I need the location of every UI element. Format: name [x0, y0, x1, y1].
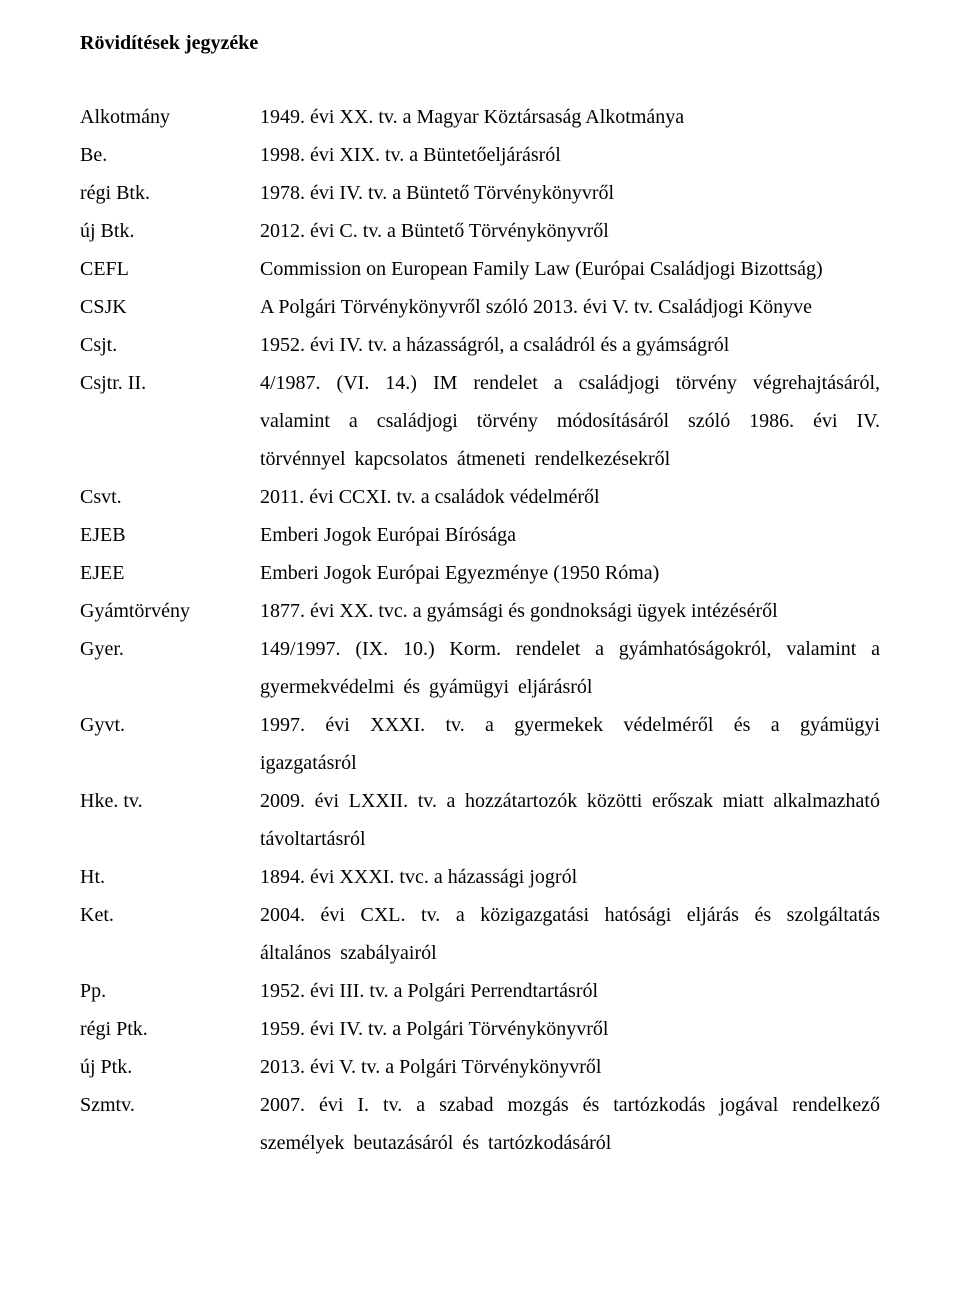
list-item: Alkotmány1949. évi XX. tv. a Magyar Közt…	[80, 98, 880, 136]
abbreviation-definition: 1894. évi XXXI. tvc. a házassági jogról	[260, 858, 880, 896]
abbreviation-term: régi Ptk.	[80, 1010, 260, 1048]
abbreviation-definition: 1998. évi XIX. tv. a Büntetőeljárásról	[260, 136, 880, 174]
list-item: új Ptk.2013. évi V. tv. a Polgári Törvén…	[80, 1048, 880, 1086]
page-title: Rövidítések jegyzéke	[80, 24, 880, 62]
abbreviation-definition: 2011. évi CCXI. tv. a családok védelmérő…	[260, 478, 880, 516]
abbreviation-term: Hke. tv.	[80, 782, 260, 820]
abbreviation-term: EJEB	[80, 516, 260, 554]
abbreviation-term: Szmtv.	[80, 1086, 260, 1124]
abbreviation-term: EJEE	[80, 554, 260, 592]
abbreviation-term: Csvt.	[80, 478, 260, 516]
abbreviation-term: Pp.	[80, 972, 260, 1010]
abbreviation-definition: Emberi Jogok Európai Egyezménye (1950 Ró…	[260, 554, 880, 592]
abbreviation-definition: 2007. évi I. tv. a szabad mozgás és tart…	[260, 1086, 880, 1162]
list-item: Csjtr. II.4/1987. (VI. 14.) IM rendelet …	[80, 364, 880, 478]
list-item: Pp.1952. évi III. tv. a Polgári Perrendt…	[80, 972, 880, 1010]
abbreviation-definition: Emberi Jogok Európai Bírósága	[260, 516, 880, 554]
abbreviation-definition: 149/1997. (IX. 10.) Korm. rendelet a gyá…	[260, 630, 880, 706]
abbreviation-term: régi Btk.	[80, 174, 260, 212]
list-item: Gyer.149/1997. (IX. 10.) Korm. rendelet …	[80, 630, 880, 706]
abbreviation-definition: 2009. évi LXXII. tv. a hozzátartozók köz…	[260, 782, 880, 858]
abbreviation-term: CEFL	[80, 250, 260, 288]
list-item: EJEBEmberi Jogok Európai Bírósága	[80, 516, 880, 554]
abbreviation-definition: 4/1987. (VI. 14.) IM rendelet a családjo…	[260, 364, 880, 478]
list-item: Csjt.1952. évi IV. tv. a házasságról, a …	[80, 326, 880, 364]
abbreviation-term: Ht.	[80, 858, 260, 896]
abbreviation-definition: 1997. évi XXXI. tv. a gyermekek védelmér…	[260, 706, 880, 782]
abbreviation-term: Csjt.	[80, 326, 260, 364]
abbreviation-term: új Btk.	[80, 212, 260, 250]
list-item: CEFLCommission on European Family Law (E…	[80, 250, 880, 288]
list-item: Szmtv.2007. évi I. tv. a szabad mozgás é…	[80, 1086, 880, 1162]
list-item: EJEEEmberi Jogok Európai Egyezménye (195…	[80, 554, 880, 592]
list-item: Be.1998. évi XIX. tv. a Büntetőeljárásró…	[80, 136, 880, 174]
document-page: Rövidítések jegyzéke Alkotmány1949. évi …	[0, 0, 960, 1303]
list-item: Hke. tv.2009. évi LXXII. tv. a hozzátart…	[80, 782, 880, 858]
abbreviation-definition: A Polgári Törvénykönyvről szóló 2013. év…	[260, 288, 880, 326]
list-item: Gyvt.1997. évi XXXI. tv. a gyermekek véd…	[80, 706, 880, 782]
list-item: régi Ptk.1959. évi IV. tv. a Polgári Tör…	[80, 1010, 880, 1048]
list-item: régi Btk.1978. évi IV. tv. a Büntető Tör…	[80, 174, 880, 212]
abbreviation-term: új Ptk.	[80, 1048, 260, 1086]
abbreviation-definition: 1949. évi XX. tv. a Magyar Köztársaság A…	[260, 98, 880, 136]
abbreviation-term: Ket.	[80, 896, 260, 934]
list-item: CSJKA Polgári Törvénykönyvről szóló 2013…	[80, 288, 880, 326]
abbreviation-definition: 1952. évi IV. tv. a házasságról, a csalá…	[260, 326, 880, 364]
abbreviation-definition: 1952. évi III. tv. a Polgári Perrendtart…	[260, 972, 880, 1010]
abbreviation-definition: 1877. évi XX. tvc. a gyámsági és gondnok…	[260, 592, 880, 630]
abbreviation-term: CSJK	[80, 288, 260, 326]
abbreviation-list: Alkotmány1949. évi XX. tv. a Magyar Közt…	[80, 98, 880, 1162]
list-item: új Btk.2012. évi C. tv. a Büntető Törvén…	[80, 212, 880, 250]
abbreviation-definition: 2013. évi V. tv. a Polgári Törvénykönyvr…	[260, 1048, 880, 1086]
abbreviation-term: Alkotmány	[80, 98, 260, 136]
abbreviation-definition: Commission on European Family Law (Európ…	[260, 250, 880, 288]
abbreviation-term: Gyer.	[80, 630, 260, 668]
list-item: Csvt.2011. évi CCXI. tv. a családok véde…	[80, 478, 880, 516]
abbreviation-term: Be.	[80, 136, 260, 174]
abbreviation-definition: 2004. évi CXL. tv. a közigazgatási hatós…	[260, 896, 880, 972]
abbreviation-definition: 1959. évi IV. tv. a Polgári Törvénykönyv…	[260, 1010, 880, 1048]
list-item: Ket.2004. évi CXL. tv. a közigazgatási h…	[80, 896, 880, 972]
abbreviation-term: Csjtr. II.	[80, 364, 260, 402]
list-item: Ht.1894. évi XXXI. tvc. a házassági jogr…	[80, 858, 880, 896]
abbreviation-term: Gyvt.	[80, 706, 260, 744]
abbreviation-term: Gyámtörvény	[80, 592, 260, 630]
abbreviation-definition: 1978. évi IV. tv. a Büntető Törvénykönyv…	[260, 174, 880, 212]
abbreviation-definition: 2012. évi C. tv. a Büntető Törvénykönyvr…	[260, 212, 880, 250]
list-item: Gyámtörvény1877. évi XX. tvc. a gyámsági…	[80, 592, 880, 630]
